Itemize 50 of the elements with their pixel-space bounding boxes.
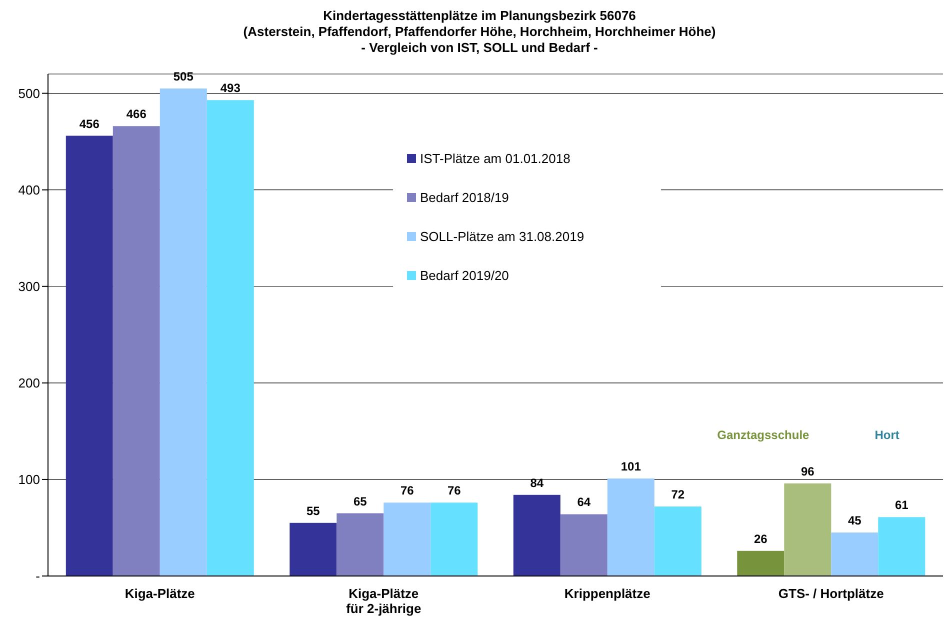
data-label: 55 xyxy=(306,504,320,518)
data-label: 65 xyxy=(353,494,368,508)
bar xyxy=(560,514,608,576)
data-label: 26 xyxy=(754,532,768,546)
bar xyxy=(607,478,654,576)
legend-label: Bedarf 2019/20 xyxy=(420,268,509,282)
bar xyxy=(831,532,878,576)
data-label: 76 xyxy=(400,484,414,498)
bar xyxy=(336,513,384,576)
chart-subtitle: (Asterstein, Pfaffendorf, Pfaffendorfer Höhe, Horchheim, Horchheimer Höhe) - Vergleich von IST, SOLL und Bedarf - xyxy=(242,24,717,56)
bar xyxy=(160,88,207,576)
y-tick-label: 500 xyxy=(18,86,40,101)
bar xyxy=(384,502,431,576)
data-label: 96 xyxy=(800,464,815,478)
chart-title: Kindertagesstättenplätze im Planungsbezirk 56076 xyxy=(322,8,637,24)
data-label: 64 xyxy=(577,495,591,510)
y-tick-label: 400 xyxy=(18,182,40,198)
data-label: 505 xyxy=(173,69,194,84)
data-label: 76 xyxy=(447,484,462,498)
x-tick-label: GTS- / Hortplätze xyxy=(778,586,884,601)
y-tick-label: 200 xyxy=(18,376,40,391)
bar xyxy=(112,126,160,576)
bar xyxy=(784,483,832,576)
data-label: 466 xyxy=(126,107,147,122)
data-label: 456 xyxy=(79,116,100,131)
x-tick-label: Kiga-Plätze für 2-jährige xyxy=(346,586,422,616)
annotation: Hort xyxy=(874,428,900,442)
bar xyxy=(878,517,926,576)
x-tick-label: Krippenplätze xyxy=(564,586,650,601)
data-label: 45 xyxy=(848,514,862,528)
bar xyxy=(206,100,254,576)
bar xyxy=(430,502,478,576)
legend-label: SOLL-Plätze am 31.08.2019 xyxy=(420,228,584,244)
bar xyxy=(290,522,337,576)
data-label: 72 xyxy=(671,487,685,502)
bar xyxy=(654,506,702,576)
bar xyxy=(66,136,113,576)
x-tick-label: Kiga-Plätze xyxy=(124,586,195,601)
bar xyxy=(513,494,560,576)
legend-label: Bedarf 2018/19 xyxy=(420,190,509,204)
bar xyxy=(737,550,784,576)
y-tick-label: 300 xyxy=(18,279,40,294)
data-label: 493 xyxy=(220,81,241,96)
y-tick-label: 100 xyxy=(18,472,40,488)
annotation: Ganztagsschule xyxy=(716,428,810,442)
data-label: 61 xyxy=(894,498,909,512)
data-label: 101 xyxy=(620,459,642,474)
data-label: 84 xyxy=(530,476,544,490)
y-tick-label: - xyxy=(36,568,40,584)
legend-label: IST-Plätze am 01.01.2018 xyxy=(420,150,570,166)
